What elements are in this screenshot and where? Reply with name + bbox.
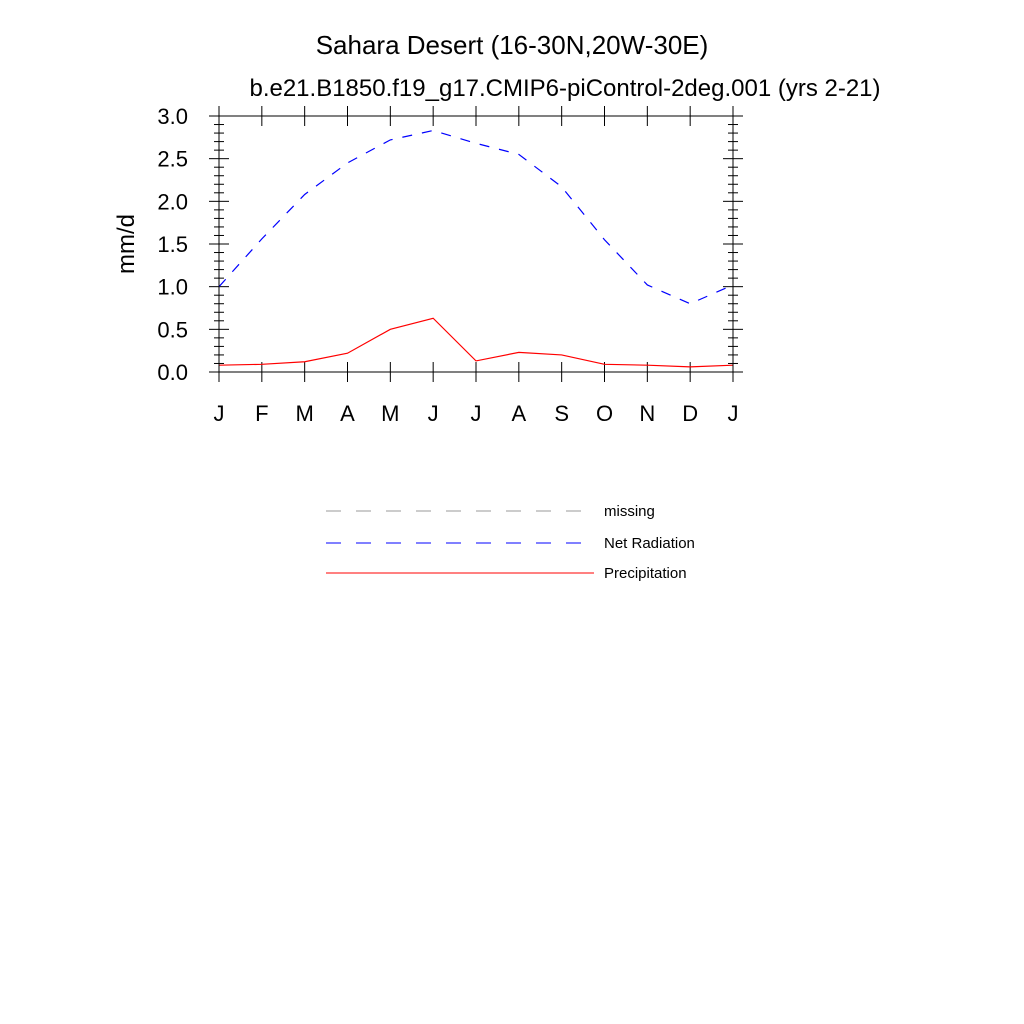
x-tick-label: N	[639, 401, 655, 426]
x-tick-label: F	[255, 401, 268, 426]
x-tick-label: J	[728, 401, 739, 426]
y-tick-label: 1.0	[157, 275, 188, 300]
series-line-precipitation	[218, 317, 734, 368]
x-tick-label: M	[381, 401, 399, 426]
x-tick-label: D	[682, 401, 698, 426]
y-axis-label: mm/d	[113, 214, 140, 274]
x-tick-label: A	[340, 401, 355, 426]
y-tick-labels: 0.0 0.5 1.0 1.5 2.0 2.5 3.0	[157, 104, 188, 385]
y-tick-label: 1.5	[157, 232, 188, 257]
x-tick-label: J	[214, 401, 225, 426]
x-tick-label: J	[471, 401, 482, 426]
legend-label: Net Radiation	[604, 535, 695, 552]
plot-frame	[218, 115, 734, 373]
x-tick-label: A	[511, 401, 526, 426]
series-lines	[218, 129, 734, 368]
x-tick-label: M	[296, 401, 314, 426]
legend: missing Net Radiation Precipitation	[326, 503, 695, 582]
chart-title: Sahara Desert (16-30N,20W-30E)	[316, 30, 709, 60]
chart-subtitle: b.e21.B1850.f19_g17.CMIP6-piControl-2deg…	[249, 75, 880, 102]
x-tick-label: O	[596, 401, 613, 426]
y-tick-label: 2.0	[157, 189, 188, 214]
y-tick-label: 3.0	[157, 104, 188, 129]
legend-label: missing	[604, 503, 655, 520]
x-tick-label: J	[428, 401, 439, 426]
series-line-net-radiation	[218, 129, 734, 305]
legend-label: Precipitation	[604, 565, 687, 582]
x-tick-label: S	[554, 401, 569, 426]
y-tick-label: 2.5	[157, 147, 188, 172]
axis-ticks	[209, 106, 743, 382]
y-tick-label: 0.5	[157, 317, 188, 342]
y-tick-label: 0.0	[157, 360, 188, 385]
